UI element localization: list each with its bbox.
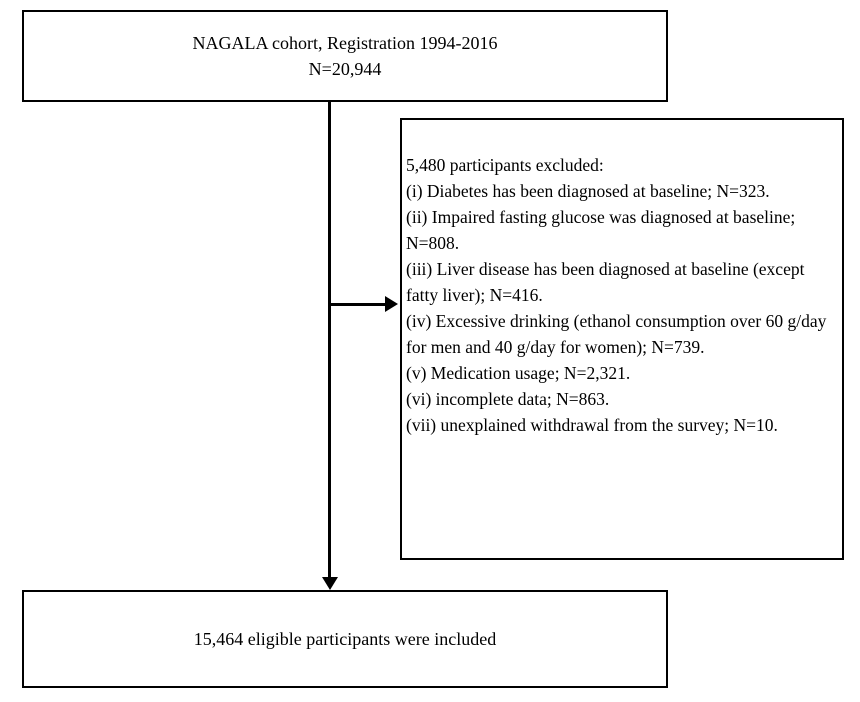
included-box: 15,464 eligible participants were includ… — [22, 590, 668, 688]
exclusion-item: (vi) incomplete data; N=863. — [406, 389, 610, 409]
included-box-text: 15,464 eligible participants were includ… — [193, 628, 497, 649]
exclusion-header: 5,480 participants excluded: — [406, 155, 604, 175]
exclusion-item: (iv) Excessive drinking (ethanol consump… — [406, 311, 827, 357]
cohort-box-title: NAGALA cohort, Registration 1994-2016 — [192, 33, 498, 53]
vertical-connector-line — [328, 102, 331, 578]
cohort-box: NAGALA cohort, Registration 1994-2016 N=… — [22, 10, 668, 102]
exclusion-item: (vii) unexplained withdrawal from the su… — [406, 415, 778, 435]
cohort-box-count: N=20,944 — [308, 59, 382, 79]
horizontal-connector-line — [328, 303, 386, 306]
exclusion-item: (ii) Impaired fasting glucose was diagno… — [406, 207, 796, 253]
exclusion-item: (i) Diabetes has been diagnosed at basel… — [406, 181, 770, 201]
exclusion-item: (iii) Liver disease has been diagnosed a… — [406, 259, 805, 305]
down-arrowhead-icon — [322, 577, 338, 590]
exclusion-box: 5,480 participants excluded: (i) Diabete… — [400, 118, 844, 560]
right-arrowhead-icon — [385, 296, 398, 312]
exclusion-item: (v) Medication usage; N=2,321. — [406, 363, 631, 383]
